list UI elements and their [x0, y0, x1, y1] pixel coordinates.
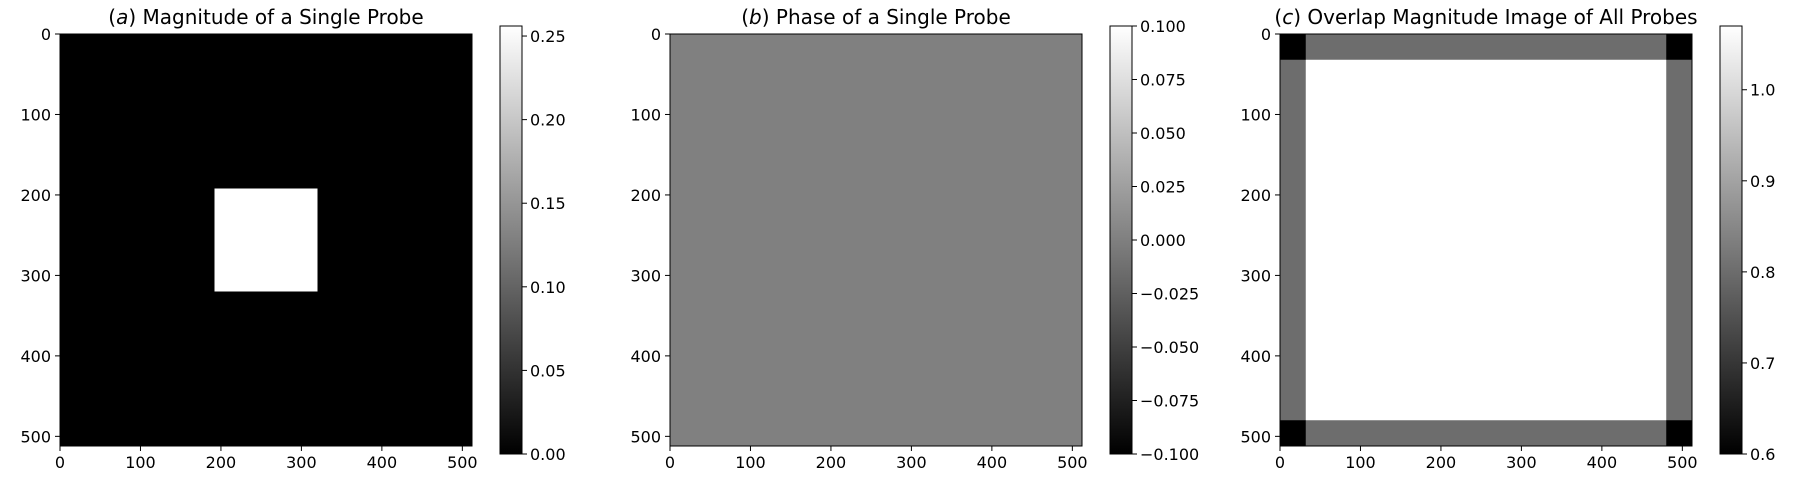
axes-frame: [1279, 33, 1693, 447]
x-tick-label: 0: [55, 453, 65, 472]
colorbar-tick-label: 0.7: [1750, 354, 1775, 373]
image-region: [1280, 34, 1306, 446]
x-tick-label: 0: [1275, 453, 1285, 472]
x-tick-label: 100: [1345, 453, 1376, 472]
x-tick-label: 300: [286, 453, 317, 472]
y-tick-label: 400: [1240, 347, 1271, 366]
x-tick-label: 0: [665, 453, 675, 472]
panel-a: (a) Magnitude of a Single Probe 0 100 200 30…: [20, 5, 565, 472]
y-tick-label: 400: [630, 347, 661, 366]
panel-title-prefix: (c): [1274, 5, 1301, 29]
colorbar: [1109, 25, 1133, 455]
panel-title-text: Magnitude of a Single Probe: [136, 5, 424, 29]
image-region: [1280, 34, 1692, 60]
panel-title-letter: b: [749, 5, 762, 29]
colorbar: [1719, 25, 1743, 455]
colorbar-tick-label: 0.000: [1140, 231, 1186, 250]
x-tick-label: 400: [367, 453, 398, 472]
image-background: [670, 34, 1082, 446]
x-tick-label: 400: [977, 453, 1008, 472]
colorbar-tick-label: 0.00: [530, 445, 566, 464]
colorbar-tick-label: 0.050: [1140, 124, 1186, 143]
x-tick-label: 300: [1506, 453, 1537, 472]
image-region: [1280, 420, 1692, 446]
image-region: [1666, 34, 1692, 60]
y-tick-label: 500: [1240, 427, 1271, 446]
panel-c: (c) Overlap Magnitude Image of All Probe…: [1240, 5, 1775, 472]
x-tick-label: 200: [1426, 453, 1457, 472]
y-tick-label: 100: [630, 105, 661, 124]
colorbar-tick-label: −0.100: [1140, 445, 1199, 464]
y-tick-label: 0: [651, 25, 661, 44]
colorbar-tick-label: 0.100: [1140, 17, 1186, 36]
colorbar-tick-label: 0.10: [530, 278, 566, 297]
y-tick-label: 200: [20, 186, 51, 205]
x-tick-label: 400: [1587, 453, 1618, 472]
panel-title: (c) Overlap Magnitude Image of All Probe…: [1274, 5, 1697, 29]
panel-title-text: Overlap Magnitude Image of All Probes: [1301, 5, 1698, 29]
colorbar: [499, 25, 523, 455]
panel-title-prefix: (a): [108, 5, 136, 29]
image-region: [1280, 34, 1306, 60]
image-region: [1666, 34, 1692, 446]
y-tick-label: 500: [630, 427, 661, 446]
x-tick-label: 200: [816, 453, 847, 472]
panels-group: (a) Magnitude of a Single Probe 0 100 200 30…: [20, 5, 1775, 472]
colorbar-tick-label: −0.075: [1140, 392, 1199, 411]
colorbar-tick-label: 1.0: [1750, 81, 1775, 100]
colorbar-tick-label: 0.05: [530, 361, 566, 380]
image-region: [214, 188, 318, 292]
panel-b: (b) Phase of a Single Probe 0 100 200 300 400…: [630, 5, 1199, 472]
panel-title-letter: c: [1282, 5, 1293, 29]
colorbar-tick-label: 0.8: [1750, 263, 1775, 282]
x-tick-label: 500: [447, 453, 478, 472]
colorbar-tick-label: −0.025: [1140, 285, 1199, 304]
y-tick-label: 400: [20, 347, 51, 366]
x-tick-label: 300: [896, 453, 927, 472]
colorbar-tick-label: 0.9: [1750, 172, 1775, 191]
y-tick-label: 500: [20, 427, 51, 446]
colorbar-tick-label: 0.20: [530, 111, 566, 130]
image-region: [1280, 420, 1306, 446]
colorbar-tick-label: 0.075: [1140, 71, 1186, 90]
colorbar-tick-label: −0.050: [1140, 338, 1199, 357]
x-tick-label: 200: [206, 453, 237, 472]
y-tick-label: 300: [1240, 266, 1271, 285]
axes-frame: [59, 33, 473, 447]
colorbar-tick-label: 0.025: [1140, 178, 1186, 197]
panel-title-prefix: (b): [741, 5, 769, 29]
y-tick-label: 300: [630, 266, 661, 285]
colorbar-tick-label: 0.25: [530, 27, 566, 46]
panel-title-text: Phase of a Single Probe: [770, 5, 1011, 29]
y-tick-label: 200: [1240, 186, 1271, 205]
y-tick-label: 100: [1240, 105, 1271, 124]
colorbar-tick-label: 0.6: [1750, 445, 1775, 464]
panel-title-letter: a: [116, 5, 128, 29]
image-background: [1280, 34, 1692, 446]
panel-title: (a) Magnitude of a Single Probe: [108, 5, 423, 29]
y-tick-label: 0: [1261, 25, 1271, 44]
panel-title: (b) Phase of a Single Probe: [741, 5, 1011, 29]
x-tick-label: 500: [1057, 453, 1088, 472]
axes-frame: [669, 33, 1083, 447]
x-tick-label: 100: [125, 453, 156, 472]
y-tick-label: 300: [20, 266, 51, 285]
x-tick-label: 100: [735, 453, 766, 472]
y-tick-label: 0: [41, 25, 51, 44]
colorbar-tick-label: 0.15: [530, 194, 566, 213]
y-tick-label: 100: [20, 105, 51, 124]
image-region: [1666, 420, 1692, 446]
y-tick-label: 200: [630, 186, 661, 205]
x-tick-label: 500: [1667, 453, 1698, 472]
